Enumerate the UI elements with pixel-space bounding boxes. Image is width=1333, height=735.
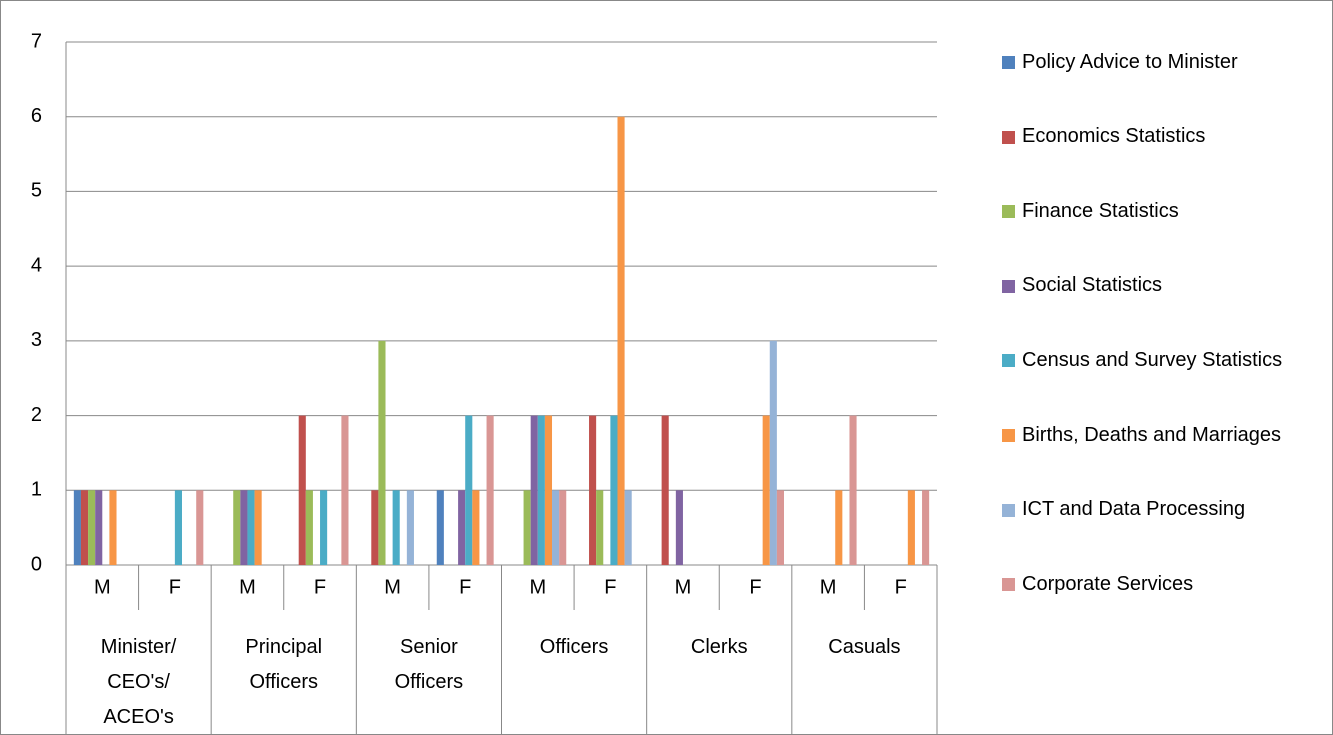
bar [922, 490, 930, 565]
group-label: Casuals [828, 636, 901, 658]
bar [537, 415, 545, 565]
bar [458, 490, 466, 565]
legend-label: Economics Statistics [1022, 125, 1206, 148]
bar [624, 490, 632, 565]
bar [552, 490, 560, 565]
bar [233, 490, 241, 565]
x-tick-label: F [459, 576, 471, 598]
bar [675, 490, 683, 565]
bar [907, 490, 915, 565]
bar [247, 490, 255, 565]
bar [472, 490, 480, 565]
x-tick-label: M [239, 576, 256, 598]
bar [617, 116, 625, 565]
bar [523, 490, 531, 565]
legend-swatch [1002, 205, 1015, 219]
bar [196, 490, 204, 565]
bar [320, 490, 328, 565]
group-label: Principal Officers [245, 636, 323, 693]
bar [341, 415, 349, 565]
legend-swatch [1002, 354, 1015, 368]
x-tick-label: M [384, 576, 401, 598]
bar [769, 340, 777, 565]
bar [835, 490, 843, 565]
bar [776, 490, 784, 565]
x-tick-label: M [529, 576, 546, 598]
y-tick-label: 1 [31, 479, 42, 501]
y-tick-label: 6 [31, 105, 42, 127]
legend-swatch [1002, 130, 1015, 144]
bar [661, 415, 669, 565]
legend-label: ICT and Data Processing [1022, 498, 1246, 521]
legend-label: Social Statistics [1022, 274, 1163, 297]
bar [254, 490, 262, 565]
bar [559, 490, 567, 565]
bar [530, 415, 538, 565]
bar [80, 490, 89, 565]
bar [371, 490, 379, 565]
group-label: Officers [539, 636, 609, 658]
legend-swatch [1002, 578, 1015, 592]
legend-swatch [1002, 429, 1015, 442]
bar [486, 415, 494, 565]
bar [436, 490, 444, 565]
bar [109, 490, 117, 565]
bar [465, 415, 473, 565]
bar [305, 490, 313, 565]
bar [596, 490, 604, 565]
y-tick-label: 3 [31, 329, 42, 351]
bar [378, 340, 386, 565]
bar [392, 490, 400, 565]
bar [95, 490, 103, 565]
x-tick-label: M [820, 576, 837, 598]
group-label: Senior Officers [394, 636, 464, 693]
y-tick-label: 4 [31, 254, 42, 276]
x-tick-label: M [94, 576, 111, 598]
y-tick-label: 5 [31, 180, 42, 202]
bar [610, 415, 618, 565]
x-tick-label: F [314, 576, 326, 598]
legend-label: Policy Advice to Minister [1022, 50, 1238, 73]
y-tick-label: 0 [31, 553, 42, 575]
group-label: Clerks [690, 636, 748, 658]
x-tick-label: M [675, 576, 692, 598]
legend-label: Corporate Services [1022, 572, 1194, 595]
x-tick-label: F [749, 576, 761, 598]
legend-label: Census and Survey Statistics [1022, 348, 1283, 371]
bar [298, 415, 306, 565]
bar [174, 490, 182, 565]
bar [544, 415, 553, 565]
bar [762, 415, 770, 565]
legend-swatch [1002, 56, 1015, 69]
bar [73, 490, 81, 565]
legend-swatch [1002, 503, 1015, 517]
x-tick-label: F [169, 576, 181, 598]
bar [406, 490, 414, 565]
legend-swatch [1002, 279, 1015, 293]
legend-label: Births, Deaths and Marriages [1022, 423, 1282, 446]
bar [88, 490, 96, 565]
bar [589, 415, 597, 565]
group-label: Minister/ CEO's/ ACEO's [100, 636, 177, 728]
x-tick-label: F [895, 576, 907, 598]
y-tick-label: 7 [31, 30, 42, 52]
x-tick-label: F [604, 576, 616, 598]
bar [240, 490, 248, 565]
bar [849, 415, 857, 565]
legend-label: Finance Statistics [1022, 199, 1179, 222]
y-tick-label: 2 [31, 404, 42, 426]
